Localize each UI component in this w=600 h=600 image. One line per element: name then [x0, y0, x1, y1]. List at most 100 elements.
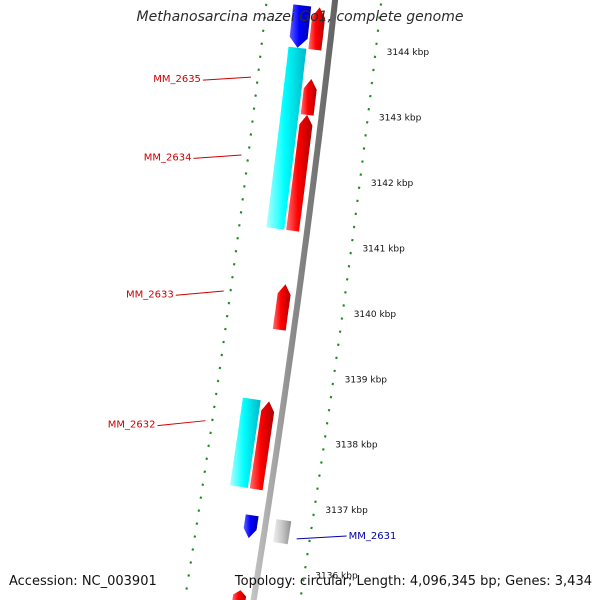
feature-mm2634-cds — [286, 114, 313, 232]
ruler-tick — [299, 592, 303, 595]
ruler-tick — [209, 431, 212, 435]
ruler-tick — [255, 81, 259, 85]
ruler-tick — [218, 366, 222, 370]
ruler-tick — [191, 548, 195, 551]
gene-label: MM_2632 — [108, 420, 156, 431]
labels-layer: MM_2635 MM_2634 MM_2633 MM_2632 MM_2631 — [108, 74, 397, 542]
ruler-tick — [227, 301, 231, 305]
genome-backbone — [250, 0, 339, 600]
ruler-tick — [187, 574, 191, 577]
ruler-tick — [220, 353, 224, 357]
ruler-tick — [356, 199, 359, 203]
topology-text: Topology: circular; Length: 4,096,345 bp… — [234, 574, 592, 589]
ruler-tick — [229, 288, 233, 292]
ruler-tick — [213, 405, 216, 409]
ruler-label: 3144 kbp — [387, 48, 430, 58]
ruler-label: 3139 kbp — [345, 375, 388, 385]
ruler-tick — [335, 356, 338, 360]
ruler-tick — [195, 522, 199, 525]
ruler-tick — [364, 134, 367, 137]
ruler-tick — [323, 434, 327, 438]
ruler-label: 3141 kbp — [362, 244, 405, 254]
ruler-tick — [369, 94, 372, 98]
feature-forward-cds-top — [308, 7, 325, 51]
ruler-tick — [246, 159, 249, 162]
ruler-tick — [197, 509, 201, 512]
ruler-tick — [264, 3, 268, 7]
feature-mm2632-cyan — [230, 397, 261, 488]
ruler-tick — [222, 340, 225, 344]
ruler-tick — [244, 172, 248, 175]
ruler-tick — [308, 539, 311, 543]
ruler-tick — [375, 42, 378, 46]
feature-mm2633-cds — [272, 284, 291, 331]
ruler-tick — [357, 186, 361, 190]
ruler-tick — [318, 474, 321, 477]
map-title: Methanosarcina mazei Go1, complete genom… — [136, 9, 464, 25]
ruler-tick — [201, 483, 205, 487]
ruler-tick — [349, 251, 352, 255]
ruler-tick — [193, 535, 197, 538]
gene-label: MM_2633 — [126, 289, 174, 300]
ruler-tick — [306, 552, 309, 556]
ruler-tick — [239, 210, 243, 214]
ruler-tick — [304, 565, 307, 569]
ruler-tick — [329, 395, 333, 399]
gene-label: MM_2635 — [153, 74, 201, 85]
ruler-tick — [362, 147, 366, 150]
ruler-tick — [367, 107, 371, 111]
ruler-tick — [372, 68, 375, 72]
ruler-tick — [359, 173, 363, 177]
feature-mm2631-grey — [272, 519, 292, 545]
ruler-tick — [345, 277, 349, 281]
ruler-tick — [320, 461, 323, 464]
ruler-tick — [261, 29, 265, 33]
gene-label-leader — [202, 76, 251, 81]
ruler-tick — [236, 236, 239, 240]
ruler-tick — [263, 16, 267, 20]
feature-mm2635-cds — [300, 79, 317, 116]
ruler-tick — [344, 291, 347, 294]
accession-text: Accession: NC_003901 — [9, 574, 157, 589]
ruler-tick — [321, 448, 325, 451]
ruler-tick — [365, 120, 369, 124]
ruler-tick — [302, 578, 305, 582]
features-layer — [230, 4, 325, 600]
ruler-tick — [252, 107, 256, 110]
ruler-tick — [333, 369, 336, 373]
ruler-tick — [225, 314, 229, 318]
ruler-tick — [258, 55, 262, 59]
ruler-label: 3142 kbp — [371, 179, 414, 189]
ruler-tick — [231, 275, 234, 279]
ruler-tick — [254, 94, 257, 97]
ruler-label: 3138 kbp — [335, 441, 378, 451]
ruler-tick — [185, 587, 188, 590]
backbone-layer — [250, 0, 339, 600]
ruler-tick — [316, 487, 319, 491]
ruler-tick — [342, 304, 345, 307]
ruler-tick — [257, 68, 260, 72]
feature-mm2632-cds — [249, 401, 275, 491]
ruler-tick — [260, 42, 264, 46]
ruler-tick — [224, 327, 227, 331]
feature-reverse-cds-top — [289, 4, 312, 48]
ruler-tick — [312, 513, 315, 517]
feature-cyan-top — [266, 46, 307, 230]
ruler-tick — [327, 408, 331, 412]
ruler-tick — [347, 264, 351, 268]
ruler-tick — [211, 418, 214, 422]
ruler-label: 3143 kbp — [379, 113, 422, 123]
ruler-tick — [238, 223, 241, 227]
ruler-tick — [189, 561, 193, 564]
ruler-label: 3136 kbp — [315, 572, 358, 582]
ruler-tick — [249, 133, 253, 136]
ruler-tick — [378, 16, 381, 19]
ruler-tick — [352, 225, 356, 229]
feature-mm2631-cds — [243, 514, 259, 539]
ruler-tick — [241, 198, 245, 201]
ruler-tick — [243, 185, 246, 188]
gene-label: MM_2634 — [144, 152, 192, 163]
ruler-tick — [325, 421, 329, 425]
